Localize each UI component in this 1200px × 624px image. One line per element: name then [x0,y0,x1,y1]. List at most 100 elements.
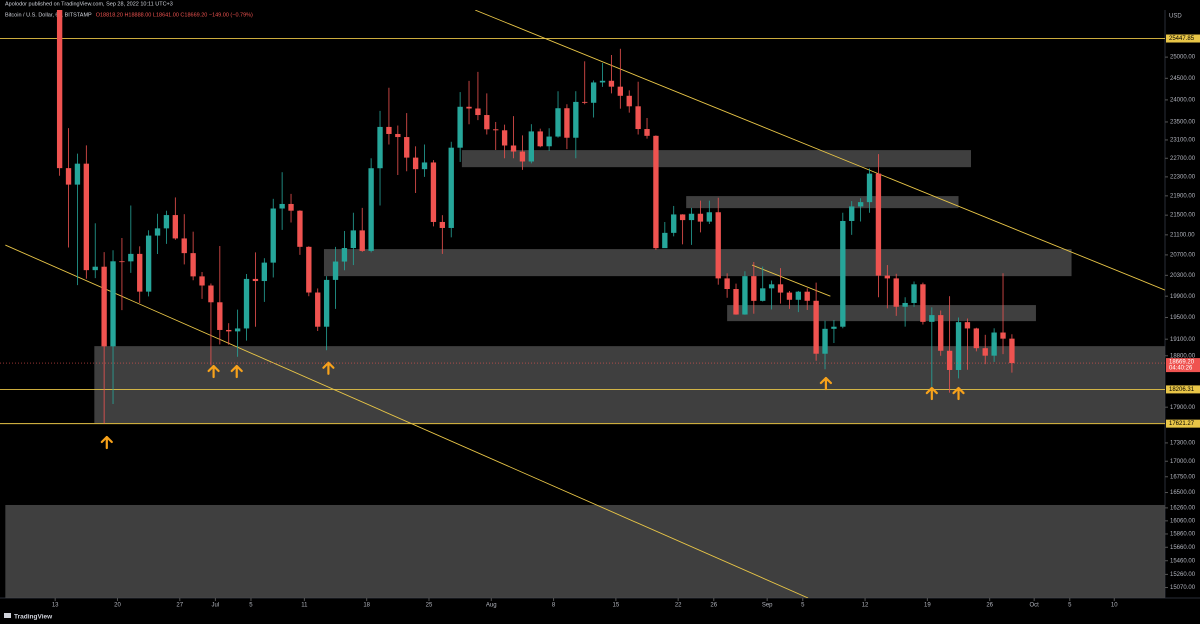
candle-body [555,108,561,137]
level-label: 25447.85 [1169,36,1195,42]
candle-body [715,212,721,279]
x-tick-label: 5 [249,603,253,609]
symbol-name: Bitcoin / U.S. Dollar, 6h, BITSTAMP [5,12,92,18]
candle-body [243,278,250,329]
candle-body [208,285,214,303]
candle-body [582,101,588,103]
candle-body [217,302,223,330]
candle-body [760,288,766,301]
candle-body [599,80,606,83]
candle-body [911,284,917,303]
candle-body [786,292,793,300]
marker-arrow [925,386,938,401]
bar-countdown: 04:40:26 [1169,366,1193,372]
trend-line [475,10,1165,291]
candle-body [742,276,748,315]
candle-body [501,130,508,146]
candle-body [662,232,668,249]
candle-body [412,157,419,170]
y-tick-label: 21900.00 [1170,193,1196,199]
candle-body [172,215,178,239]
y-tick-label: 25000.00 [1170,55,1196,61]
y-tick-label: 23100.00 [1170,138,1196,144]
candle-body [404,137,410,158]
candle-body [181,238,187,254]
candle-body [653,135,659,249]
y-tick-label: 15260.00 [1170,572,1196,578]
candle-body [145,235,152,292]
x-tick-label: 27 [176,603,183,609]
candle-body [546,136,552,147]
x-tick-label: Aug [486,603,497,609]
candle-body [119,261,125,263]
y-tick-label: 24500.00 [1170,76,1196,82]
y-tick-label: 20300.00 [1170,273,1196,279]
candle-body [724,278,730,290]
x-tick-label: 11 [301,603,308,609]
candle-body [288,203,294,211]
candle-body [154,228,161,236]
candle-body [573,101,579,138]
x-tick-label: Sep [762,603,773,609]
x-tick-label: 13 [52,603,59,609]
candle-body [768,284,775,289]
candle-body [439,221,445,228]
candle-body [65,168,72,185]
candle-body [822,328,828,354]
x-tick-label: 26 [710,603,717,609]
x-tick-label: 19 [924,603,931,609]
y-tick-label: 17300.00 [1170,440,1196,446]
candle-body [626,95,632,107]
candle-body [590,82,597,103]
candle-body [866,173,873,203]
publisher-line: Apolodor published on TradingView.com, S… [5,1,173,7]
candle-body [466,106,472,109]
candle-body [617,86,623,96]
candle-body [938,315,944,351]
candle-body [946,350,953,370]
y-tick-label: 15660.00 [1170,545,1196,551]
candle-body [377,126,383,169]
candle-body [875,173,882,276]
candle-body [857,202,864,207]
candle-body [528,131,534,162]
x-tick-label: Oct [1029,603,1039,609]
candle-body [92,266,98,271]
candle-body [475,108,481,116]
y-tick-label: 16060.00 [1170,518,1196,524]
candle-body [457,106,463,148]
candle-body [733,289,739,315]
candle-body [849,206,855,221]
zone [461,150,971,168]
price-axis-unit: USD [1169,14,1182,20]
candle-body [234,328,241,332]
candle-body [519,151,526,162]
candle-body [83,163,89,271]
level-label: 17621.27 [1169,421,1195,427]
candle-body [368,168,374,251]
candle-body [261,262,267,282]
candle-body [163,215,170,229]
x-tick-label: 8 [552,603,556,609]
candle-body [137,253,143,292]
y-tick-label: 19900.00 [1170,294,1196,300]
candle-body [608,80,615,87]
candle-body [341,248,348,262]
candle-body [929,315,935,322]
footer-brand: TradingView [14,614,53,621]
candle-body [884,275,890,279]
candle-body [564,108,570,138]
y-tick-label: 16500.00 [1170,490,1196,496]
trend-line [5,244,809,598]
candle-body [493,129,499,131]
candle-body [297,210,303,247]
zone [5,504,1165,598]
y-tick-label: 22700.00 [1170,156,1196,162]
candle-body [973,328,979,349]
y-tick-label: 19100.00 [1170,337,1196,343]
y-tick-label: 15460.00 [1170,558,1196,564]
x-tick-label: 25 [426,603,433,609]
x-tick-label: 20 [114,603,121,609]
candle-body [902,302,908,307]
